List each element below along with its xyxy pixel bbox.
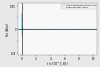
experimental curve <box>17 29 19 30</box>
Legend: calculated/simulated curve, experimental curve: calculated/simulated curve, experimental… <box>61 4 97 9</box>
calculated/simulated curve <box>82 29 84 30</box>
experimental curve <box>21 33 23 34</box>
experimental curve <box>82 29 84 30</box>
experimental curve <box>65 29 66 30</box>
calculated/simulated curve <box>65 29 66 30</box>
experimental curve <box>96 29 98 30</box>
experimental curve <box>32 29 33 30</box>
experimental curve <box>48 29 49 30</box>
experimental curve <box>21 17 22 18</box>
calculated/simulated curve <box>69 29 70 30</box>
experimental curve <box>76 29 78 30</box>
calculated/simulated curve <box>17 29 19 30</box>
X-axis label: t (s*10^{-8}): t (s*10^{-8}) <box>47 61 68 65</box>
Line: calculated/simulated curve: calculated/simulated curve <box>18 13 97 37</box>
calculated/simulated curve <box>21 36 23 37</box>
calculated/simulated curve <box>96 29 98 30</box>
Y-axis label: Hz (A/m): Hz (A/m) <box>6 23 10 36</box>
calculated/simulated curve <box>32 29 33 30</box>
calculated/simulated curve <box>48 29 49 30</box>
experimental curve <box>69 29 70 30</box>
calculated/simulated curve <box>76 29 78 30</box>
Line: experimental curve: experimental curve <box>18 18 97 33</box>
